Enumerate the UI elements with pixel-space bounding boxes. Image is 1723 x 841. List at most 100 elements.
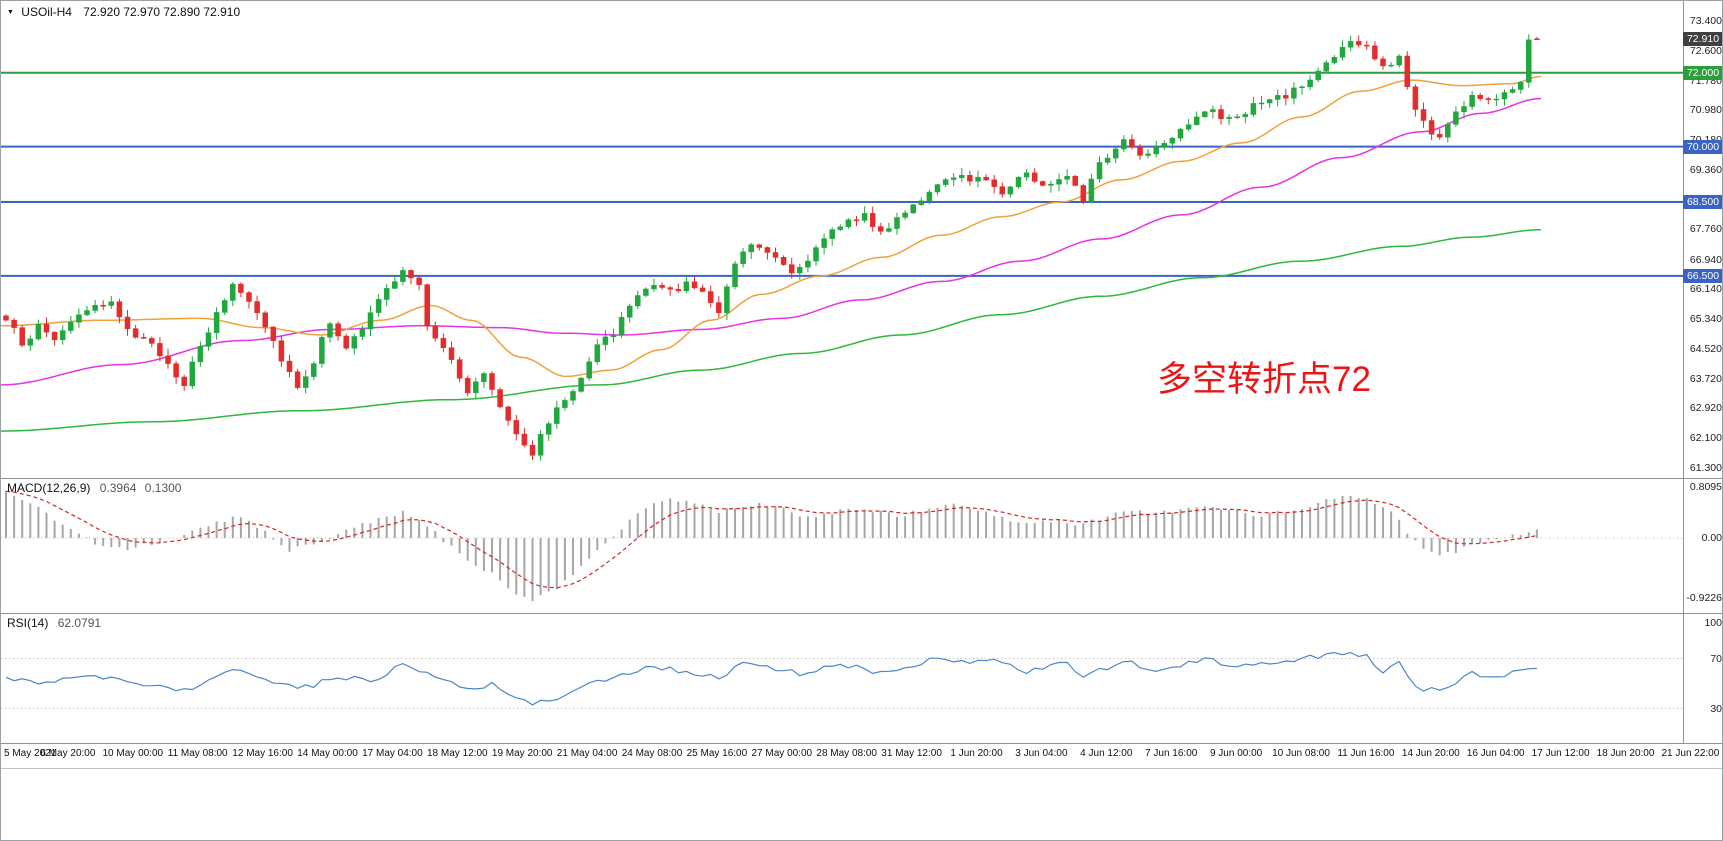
- rsi-line: [5, 651, 1537, 706]
- candle-body: [780, 257, 787, 265]
- candle-body: [635, 295, 641, 307]
- candle-body: [173, 363, 179, 378]
- candle-body: [1015, 176, 1022, 188]
- candle-body: [359, 328, 366, 337]
- time-axis-label: 24 May 08:00: [621, 748, 683, 759]
- candle-body: [1080, 185, 1087, 203]
- candle-body: [926, 191, 933, 202]
- candle-body: [1096, 162, 1103, 180]
- candle-body: [464, 378, 471, 394]
- candle-body: [967, 175, 973, 182]
- candle-body: [1218, 109, 1224, 119]
- candle-body: [1509, 89, 1516, 93]
- price-chart-canvas[interactable]: [1, 1, 1683, 478]
- candle-body: [1185, 124, 1192, 130]
- candle-body: [772, 252, 779, 258]
- candle-body: [797, 266, 803, 274]
- time-axis-label: 17 Jun 12:00: [1531, 748, 1590, 759]
- candle-body: [1380, 58, 1386, 67]
- rsi-header: RSI(14) 62.0791: [7, 616, 101, 630]
- candle-body: [1526, 39, 1532, 83]
- rsi-axis-label: 30: [1710, 702, 1722, 715]
- candle-body: [1372, 45, 1378, 60]
- price-axis-label: 62.920: [1689, 402, 1722, 415]
- candle-body: [92, 305, 98, 311]
- medium-magenta-moving-average-line: [1, 97, 1542, 386]
- time-axis-label: 7 Jun 16:00: [1145, 748, 1198, 759]
- time-axis-label: 11 May 08:00: [167, 748, 228, 759]
- candle-body: [254, 301, 260, 314]
- candle-body: [416, 277, 422, 285]
- candle-body: [586, 361, 592, 379]
- candle-body: [707, 291, 714, 303]
- candle-body: [1088, 178, 1095, 203]
- macd-canvas[interactable]: [1, 479, 1683, 613]
- candle-body: [351, 336, 358, 349]
- candle-body: [667, 287, 673, 290]
- instrument-dropdown-icon[interactable]: ▼: [7, 9, 14, 16]
- candle-body: [602, 336, 609, 345]
- candle-body: [1355, 41, 1362, 46]
- candle-body: [424, 284, 430, 327]
- candle-body: [545, 423, 552, 435]
- candle-body: [554, 407, 560, 424]
- price-badge-current: 72.910: [1683, 32, 1722, 47]
- price-axis-label: 66.940: [1689, 253, 1722, 266]
- candle-body: [740, 251, 746, 265]
- candle-body: [448, 347, 455, 360]
- candle-body: [335, 323, 341, 337]
- candle-body: [165, 355, 171, 364]
- rsi-canvas[interactable]: [1, 614, 1683, 743]
- price-badge-level: 70.000: [1683, 139, 1722, 154]
- candle-body: [473, 381, 479, 394]
- candle-body: [513, 420, 520, 435]
- candle-body: [140, 337, 147, 339]
- candle-body: [205, 332, 212, 347]
- time-axis-label: 12 May 16:00: [232, 748, 293, 759]
- candle-body: [902, 212, 908, 218]
- candle-body: [1396, 55, 1402, 66]
- candle-body: [35, 324, 42, 340]
- candle-body: [1283, 95, 1289, 99]
- candle-body: [1534, 38, 1540, 40]
- time-axis-label: 4 Jun 12:00: [1080, 748, 1133, 759]
- candle-body: [489, 373, 495, 390]
- price-axis-label: 72.600: [1689, 44, 1722, 57]
- time-axis[interactable]: 5 May 2021 6 May 20:00 10 May 00:00 11 May …: [1, 743, 1722, 768]
- candle-body: [302, 376, 309, 388]
- candle-body: [116, 301, 123, 318]
- candle-body: [1404, 55, 1411, 87]
- candle-body: [1412, 86, 1419, 110]
- candle-body: [375, 299, 382, 313]
- candle-body: [1250, 103, 1257, 115]
- candle-body: [983, 176, 989, 181]
- candle-body: [1436, 133, 1443, 138]
- candle-body: [497, 389, 503, 408]
- candle-body: [383, 288, 390, 300]
- price-axis-label: 67.760: [1689, 223, 1722, 236]
- candle-body: [238, 283, 244, 293]
- candle-body: [400, 270, 406, 282]
- candle-body: [1477, 94, 1483, 99]
- price-axis-label: 62.100: [1689, 432, 1722, 445]
- candle-body: [991, 179, 997, 187]
- macd-axis-label: 0.8095: [1689, 481, 1722, 493]
- price-axis-label: 64.520: [1689, 343, 1722, 355]
- candle-body: [1048, 183, 1054, 186]
- candle-body: [51, 331, 58, 340]
- candle-body: [1428, 120, 1435, 135]
- candle-body: [408, 270, 414, 279]
- candle-body: [699, 287, 706, 292]
- candle-body: [440, 338, 447, 348]
- candle-body: [1202, 111, 1208, 118]
- candle-body: [124, 316, 131, 329]
- candle-body: [432, 325, 439, 339]
- trend-annotation[interactable]: 多空转折点72: [1157, 360, 1371, 399]
- candle-body: [456, 359, 463, 379]
- rsi-axis-label: 100: [1704, 617, 1722, 629]
- candle-body: [764, 247, 771, 253]
- candle-body: [108, 301, 115, 306]
- price-axis[interactable]: 73.40072.60071.78070.98070.18069.36067.7…: [1683, 1, 1722, 743]
- candle-body: [189, 361, 196, 387]
- candle-body: [278, 340, 285, 362]
